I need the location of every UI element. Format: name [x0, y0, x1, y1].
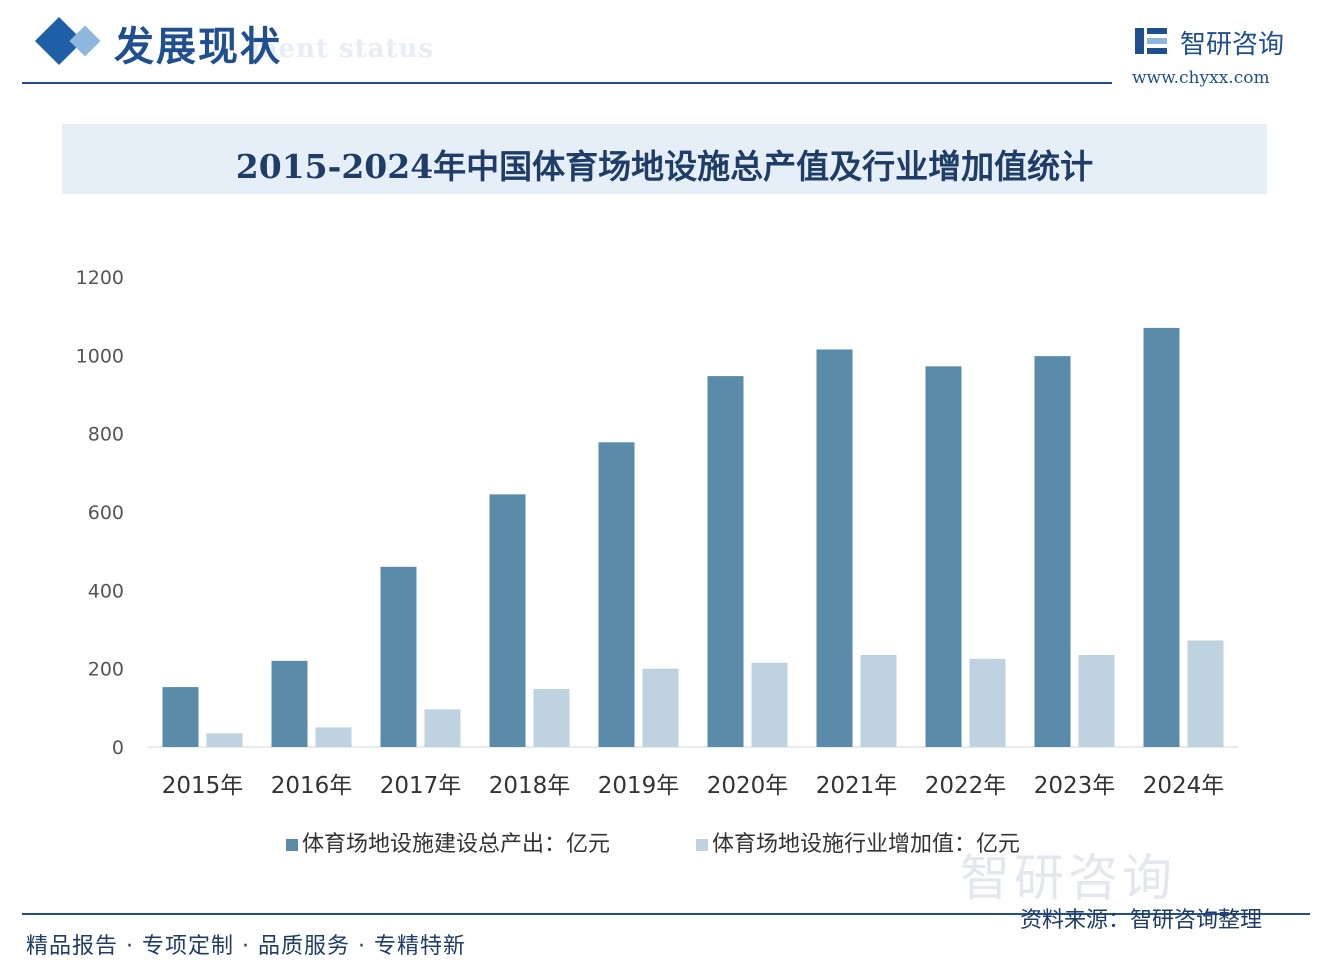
legend-label-output: 体育场地设施建设总产出：亿元 [302, 832, 611, 857]
x-tick-label: 2023年 [1034, 773, 1116, 799]
x-tick-label: 2019年 [598, 773, 680, 799]
x-tick-label: 2022年 [925, 773, 1007, 799]
bar-total-output [380, 566, 417, 747]
bar-total-output [707, 376, 744, 747]
x-tick-label: 2017年 [380, 773, 462, 799]
legend-item-value-added: 体育场地设施行业增加值：亿元 [696, 826, 1020, 858]
chart-title-band: 2015-2024年中国体育场地设施总产值及行业增加值统计 [62, 124, 1267, 194]
legend-swatch-output [286, 839, 298, 851]
y-tick-label: 200 [88, 659, 124, 681]
bar-total-output [925, 366, 962, 747]
logo-url: www.chyxx.com [1132, 68, 1270, 88]
x-tick-label: 2015年 [162, 773, 244, 799]
logo-name: 智研咨询 [1180, 30, 1285, 60]
watermark: 智研咨询 [960, 849, 1176, 907]
x-tick-label: 2021年 [816, 773, 898, 799]
bar-value-added [1078, 654, 1115, 747]
section-title: 发展现状 [114, 23, 282, 70]
x-tick-label: 2018年 [489, 773, 571, 799]
bar-total-output [1143, 327, 1180, 747]
y-tick-label: 0 [112, 737, 124, 759]
footer-divider [22, 913, 1310, 915]
x-tick-label: 2020年 [707, 773, 789, 799]
bar-value-added [1187, 640, 1224, 747]
legend-swatch-value-added [696, 839, 708, 851]
y-tick-label: 800 [88, 424, 124, 446]
bar-total-output [816, 349, 853, 747]
y-tick-label: 1200 [76, 267, 124, 289]
bar-total-output [162, 687, 199, 747]
y-tick-label: 400 [88, 580, 124, 602]
footer-tagline: 精品报告 · 专项定制 · 品质服务 · 专精特新 [26, 934, 466, 959]
bar-value-added [751, 662, 788, 747]
bar-value-added [860, 654, 897, 747]
bar-value-added [206, 733, 243, 747]
bar-total-output [489, 494, 526, 747]
x-tick-label: 2016年 [271, 773, 353, 799]
bar-total-output [1034, 356, 1071, 747]
data-source: 资料来源：智研咨询整理 [1020, 908, 1263, 933]
y-tick-label: 1000 [76, 345, 124, 367]
legend-label-value-added: 体育场地设施行业增加值：亿元 [712, 832, 1021, 857]
logo-icon [1135, 28, 1167, 54]
chart-title: 2015-2024年中国体育场地设施总产值及行业增加值统计 [235, 147, 1094, 186]
bar-total-output [271, 660, 308, 747]
bar-value-added [642, 668, 679, 747]
x-tick-label: 2024年 [1143, 773, 1225, 799]
bar-total-output [598, 442, 635, 747]
legend-item-output: 体育场地设施建设总产出：亿元 [286, 826, 610, 858]
bar-value-added [424, 709, 461, 747]
bar-value-added [315, 727, 352, 747]
section-subtitle: ment status [250, 34, 435, 64]
bar-value-added [533, 689, 570, 747]
y-tick-label: 600 [88, 502, 124, 524]
header-divider [22, 82, 1112, 84]
bar-value-added [969, 658, 1006, 747]
